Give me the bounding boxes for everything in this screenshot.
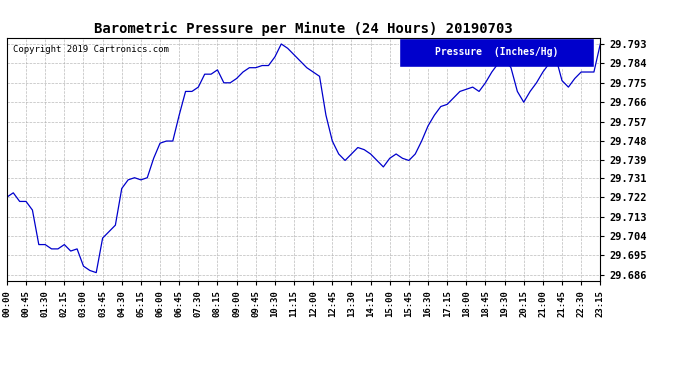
Text: Copyright 2019 Cartronics.com: Copyright 2019 Cartronics.com — [13, 45, 169, 54]
Text: Pressure  (Inches/Hg): Pressure (Inches/Hg) — [435, 47, 558, 57]
Title: Barometric Pressure per Minute (24 Hours) 20190703: Barometric Pressure per Minute (24 Hours… — [95, 22, 513, 36]
Bar — [399, 38, 594, 67]
